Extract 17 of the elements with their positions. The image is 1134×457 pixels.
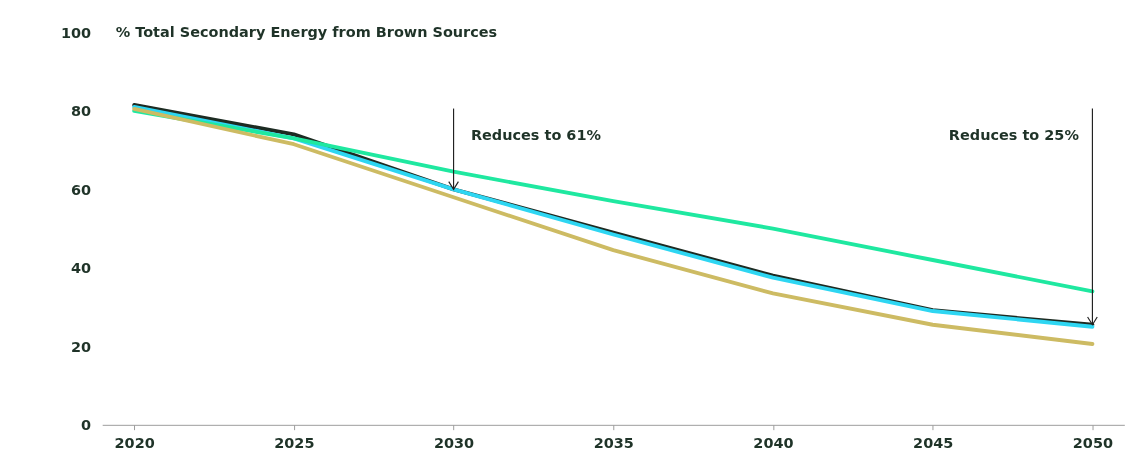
x-tick-label: 2045 (913, 434, 954, 451)
chart-title: % Total Secondary Energy from Brown Sources (115, 24, 498, 41)
x-tick-label: 2020 (114, 434, 155, 451)
x-tick-label: 2030 (433, 434, 475, 451)
x-tick-label: 2025 (274, 434, 315, 451)
ref-line-label: Reduces to 25% (948, 127, 1080, 144)
y-tick-label: 100 (60, 24, 92, 41)
y-tick-label: 20 (71, 338, 92, 355)
line-series (132, 108, 1095, 294)
x-tick-label: 2050 (1072, 434, 1114, 451)
ref-line-label: Reduces to 61% (470, 127, 602, 144)
x-tick-label: 2040 (753, 434, 794, 451)
x-tick-label: 2035 (593, 434, 634, 451)
y-tick-label: 60 (71, 181, 92, 198)
y-tick-label: 80 (71, 103, 92, 120)
y-tick-label: 40 (71, 260, 92, 277)
y-tick-label: 0 (81, 417, 92, 434)
